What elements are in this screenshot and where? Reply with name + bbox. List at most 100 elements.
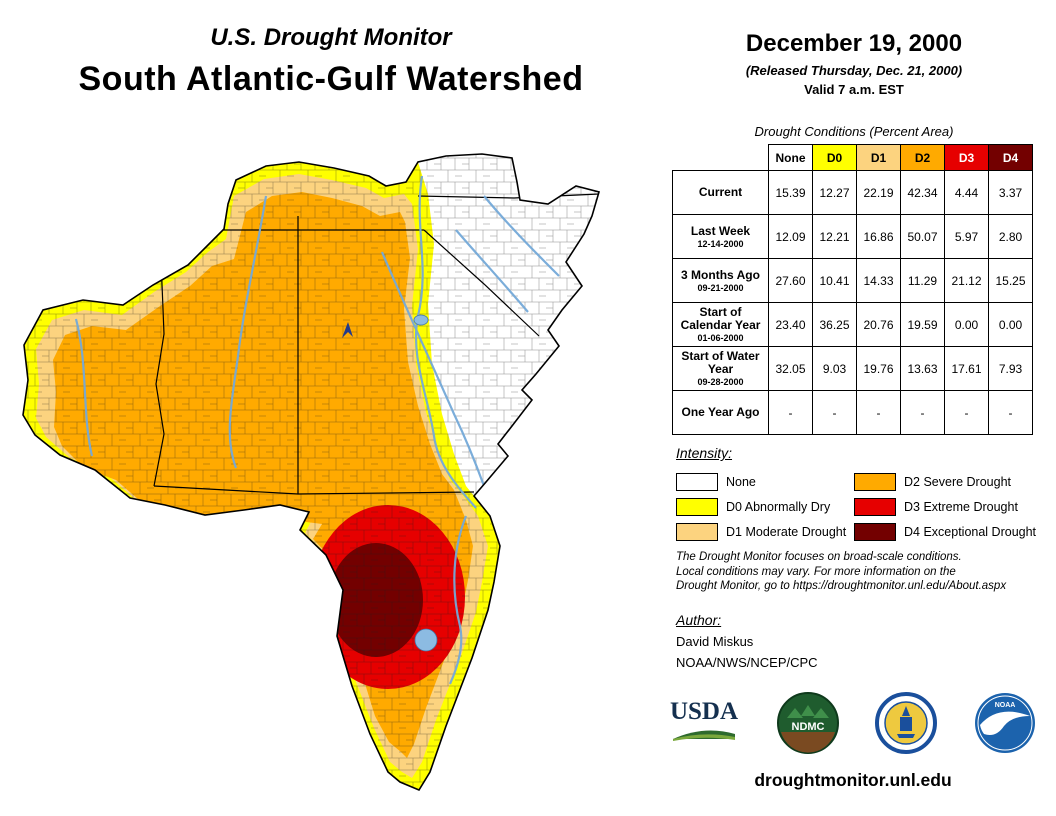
usda-logo: USDA: [668, 699, 740, 747]
table-cell-value: -: [944, 390, 989, 435]
lake-small: [413, 314, 429, 326]
website-url: droughtmonitor.unl.edu: [754, 770, 952, 790]
table-corner-cell: [673, 145, 769, 171]
drought-monitor-title: U.S. Drought Monitor: [210, 24, 452, 51]
map-header: U.S. Drought Monitor South Atlantic-Gulf…: [0, 24, 662, 99]
legend-title: Intensity:: [676, 445, 733, 461]
author-name: David Miskus: [676, 634, 754, 649]
watershed-title: South Atlantic-Gulf Watershed: [78, 60, 584, 98]
table-cell-value: 12.09: [768, 214, 813, 259]
table-row: Start of Water Year 09-28-2000 32.05 9.0…: [672, 346, 1033, 391]
legend-item-d4: D4 Exceptional Drought: [854, 519, 1038, 544]
legend-item-d0: D0 Abnormally Dry: [676, 494, 854, 519]
table-cell-value: -: [768, 390, 813, 435]
legend-swatch-d1: [676, 522, 718, 541]
legend-swatch-d2: [854, 472, 896, 491]
col-header-d2: D2: [900, 144, 945, 171]
valid-time: Valid 7 a.m. EST: [804, 82, 904, 97]
table-cell-value: 15.25: [988, 258, 1033, 303]
table-cell-value: 3.37: [988, 170, 1033, 215]
table-cell-value: 14.33: [856, 258, 901, 303]
date-block: December 19, 2000 (Released Thursday, De…: [676, 30, 1032, 97]
river-lines: [74, 175, 560, 685]
row-label: One Year Ago: [672, 390, 769, 435]
table-cell-value: 12.21: [812, 214, 857, 259]
table-title: Drought Conditions (Percent Area): [754, 124, 954, 139]
svg-text:NOAA: NOAA: [995, 702, 1016, 709]
table-cell-value: 27.60: [768, 258, 813, 303]
table-row: Current 15.39 12.27 22.19 42.34 4.44 3.3…: [672, 170, 1033, 215]
table-cell-value: 13.63: [900, 346, 945, 391]
table-cell-value: 21.12: [944, 258, 989, 303]
drought-conditions-table: None D0 D1 D2 D3 D4 Current 15.39 12.27 …: [672, 144, 1033, 435]
legend-swatch-d3: [854, 497, 896, 516]
table-cell-value: 22.19: [856, 170, 901, 215]
table-cell-value: 5.97: [944, 214, 989, 259]
col-header-d4: D4: [988, 144, 1033, 171]
table-cell-value: -: [812, 390, 857, 435]
lake-okeechobee: [414, 628, 438, 652]
table-cell-value: 17.61: [944, 346, 989, 391]
intensity-legend: Intensity: None D0 Abnormally Dry D1 Mod…: [676, 445, 1038, 544]
table-cell-value: 11.29: [900, 258, 945, 303]
table-cell-value: 10.41: [812, 258, 857, 303]
usda-swoosh-icon: [673, 729, 735, 741]
table-cell-value: -: [856, 390, 901, 435]
table-cell-value: 0.00: [988, 302, 1033, 347]
legend-swatch-d4: [854, 522, 896, 541]
table-cell-value: 23.40: [768, 302, 813, 347]
table-row: Last Week 12-14-2000 12.09 12.21 16.86 5…: [672, 214, 1033, 259]
table-cell-value: 0.00: [944, 302, 989, 347]
table-row: Start of Calendar Year 01-06-2000 23.40 …: [672, 302, 1033, 347]
row-label: Start of Water Year 09-28-2000: [672, 346, 769, 391]
table-cell-value: 16.86: [856, 214, 901, 259]
legend-item-none: None: [676, 469, 854, 494]
commerce-seal-logo: [875, 692, 938, 754]
ndmc-logo: NDMC: [776, 692, 839, 754]
disclaimer-text: The Drought Monitor focuses on broad-sca…: [676, 551, 1007, 592]
col-header-d0: D0: [812, 144, 857, 171]
table-cell-value: 15.39: [768, 170, 813, 215]
table-cell-value: 19.59: [900, 302, 945, 347]
table-cell-value: -: [900, 390, 945, 435]
table-cell-value: 20.76: [856, 302, 901, 347]
table-header-row: None D0 D1 D2 D3 D4: [673, 144, 1033, 171]
table-cell-value: 19.76: [856, 346, 901, 391]
row-label: Start of Calendar Year 01-06-2000: [672, 302, 769, 347]
drought-map: [14, 134, 662, 810]
row-label: Current: [672, 170, 769, 215]
legend-item-d3: D3 Extreme Drought: [854, 494, 1038, 519]
table-cell-value: 42.34: [900, 170, 945, 215]
table-cell-value: 2.80: [988, 214, 1033, 259]
table-cell-value: 36.25: [812, 302, 857, 347]
author-label: Author:: [676, 612, 722, 628]
col-header-d1: D1: [856, 144, 901, 171]
legend-item-d1: D1 Moderate Drought: [676, 519, 854, 544]
drought-map-svg: [22, 153, 600, 792]
table-row: 3 Months Ago 09-21-2000 27.60 10.41 14.3…: [672, 258, 1033, 303]
state-boundaries: [153, 193, 599, 495]
col-header-d3: D3: [944, 144, 989, 171]
table-row: One Year Ago - - - - - -: [672, 390, 1033, 435]
table-cell-value: 4.44: [944, 170, 989, 215]
row-label: Last Week 12-14-2000: [672, 214, 769, 259]
col-header-none: None: [768, 144, 813, 171]
table-cell-value: -: [988, 390, 1033, 435]
watershed-outline: [22, 153, 600, 792]
lakes: [413, 314, 438, 652]
table-cell-value: 12.27: [812, 170, 857, 215]
legend-swatch-d0: [676, 497, 718, 516]
table-cell-value: 32.05: [768, 346, 813, 391]
author-block: Author: David Miskus NOAA/NWS/NCEP/CPC: [676, 612, 818, 670]
svg-text:NDMC: NDMC: [791, 721, 824, 733]
table-cell-value: 50.07: [900, 214, 945, 259]
table-cell-value: 9.03: [812, 346, 857, 391]
table-cell-value: 7.93: [988, 346, 1033, 391]
legend-item-d2: D2 Severe Drought: [854, 469, 1038, 494]
map-arrow-marker: [342, 322, 353, 338]
agency-logos: USDA NDMC NOAA: [668, 692, 1036, 754]
map-date: December 19, 2000: [745, 30, 963, 57]
row-label: 3 Months Ago 09-21-2000: [672, 258, 769, 303]
author-org: NOAA/NWS/NCEP/CPC: [676, 655, 818, 670]
county-boundaries: [23, 154, 599, 790]
